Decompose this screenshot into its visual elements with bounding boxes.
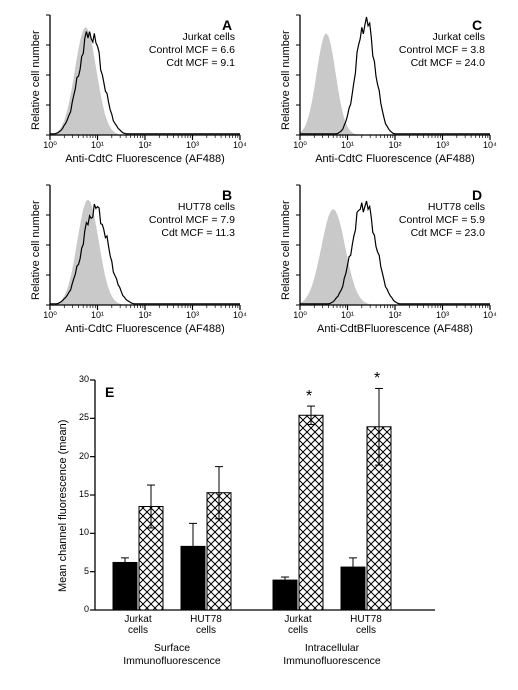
xtick: 10⁰ bbox=[38, 310, 62, 321]
panel-stats: Jurkat cellsControl MCF = 6.6Cdt MCF = 9… bbox=[100, 31, 235, 70]
panel-stats: HUT78 cellsControl MCF = 5.9Cdt MCF = 23… bbox=[350, 201, 485, 240]
bar-group-label: SurfaceImmunofluorescence bbox=[102, 642, 242, 667]
y-axis-label: Relative cell number bbox=[280, 200, 292, 300]
bar-category-label: HUT78cells bbox=[338, 614, 394, 636]
ytick: 25 bbox=[71, 412, 89, 422]
xtick: 10¹ bbox=[336, 310, 360, 320]
xtick: 10³ bbox=[181, 310, 205, 320]
xtick: 10⁴ bbox=[478, 310, 502, 320]
panel-stats: Jurkat cellsControl MCF = 3.8Cdt MCF = 2… bbox=[350, 31, 485, 70]
x-axis-label: Anti-CdtC Fluorescence (AF488) bbox=[45, 153, 245, 165]
panel-stats: HUT78 cellsControl MCF = 7.9Cdt MCF = 11… bbox=[100, 201, 235, 240]
xtick: 10⁰ bbox=[38, 140, 62, 151]
ytick: 10 bbox=[71, 527, 89, 537]
xtick: 10³ bbox=[431, 140, 455, 150]
xtick: 10³ bbox=[431, 310, 455, 320]
xtick: 10³ bbox=[181, 140, 205, 150]
bar-category-label: Jurkatcells bbox=[110, 614, 166, 636]
xtick: 10² bbox=[383, 140, 407, 150]
panel-label: E bbox=[105, 384, 114, 400]
ytick: 30 bbox=[71, 374, 89, 384]
figure-root: 10⁰ 10¹ 10² 10³ 10⁴ Anti-CdtC Fluorescence (A… bbox=[0, 0, 518, 690]
ytick: 0 bbox=[71, 604, 89, 614]
ytick: 15 bbox=[71, 489, 89, 499]
xtick: 10⁴ bbox=[228, 140, 252, 150]
xtick: 10⁰ bbox=[288, 140, 312, 151]
xtick: 10² bbox=[383, 310, 407, 320]
bar-category-label: HUT78cells bbox=[178, 614, 234, 636]
x-axis-label: Anti-CdtBFluorescence (AF488) bbox=[295, 323, 495, 335]
ytick: 5 bbox=[71, 566, 89, 576]
xtick: 10⁴ bbox=[478, 140, 502, 150]
ytick: 20 bbox=[71, 451, 89, 461]
bar-category-label: Jurkatcells bbox=[270, 614, 326, 636]
xtick: 10² bbox=[133, 140, 157, 150]
xtick: 10¹ bbox=[86, 310, 110, 320]
y-axis-label: Mean channel fluorescence (mean) bbox=[57, 420, 69, 592]
xtick: 10⁰ bbox=[288, 310, 312, 321]
xtick: 10² bbox=[133, 310, 157, 320]
y-axis-label: Relative cell number bbox=[30, 200, 42, 300]
x-axis-label: Anti-CdtC Fluorescence (AF488) bbox=[45, 323, 245, 335]
x-axis-label: Anti-CdtC Fluorescence (AF488) bbox=[295, 153, 495, 165]
y-axis-label: Relative cell number bbox=[30, 30, 42, 130]
xtick: 10⁴ bbox=[228, 310, 252, 320]
xtick: 10¹ bbox=[86, 140, 110, 150]
bar-chart-panel-E bbox=[95, 380, 435, 610]
y-axis-label: Relative cell number bbox=[280, 30, 292, 130]
bar-group-label: IntracellularImmunofluorescence bbox=[262, 642, 402, 667]
xtick: 10¹ bbox=[336, 140, 360, 150]
